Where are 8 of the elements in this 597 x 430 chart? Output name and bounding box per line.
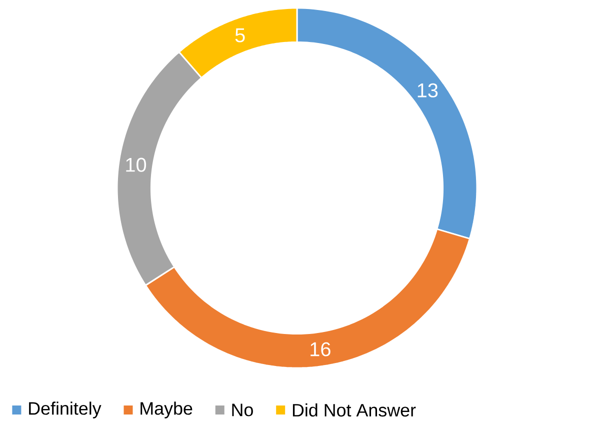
data-label: 16	[310, 342, 330, 356]
legend-label: Definitely	[29, 402, 102, 418]
legend-label: No	[232, 404, 253, 416]
data-label: 13	[418, 83, 438, 98]
data-label: 5	[235, 28, 245, 42]
legend-label: Did Not Answer	[292, 403, 416, 417]
data-label: 10	[126, 158, 146, 172]
legend-label: Maybe	[140, 402, 192, 418]
